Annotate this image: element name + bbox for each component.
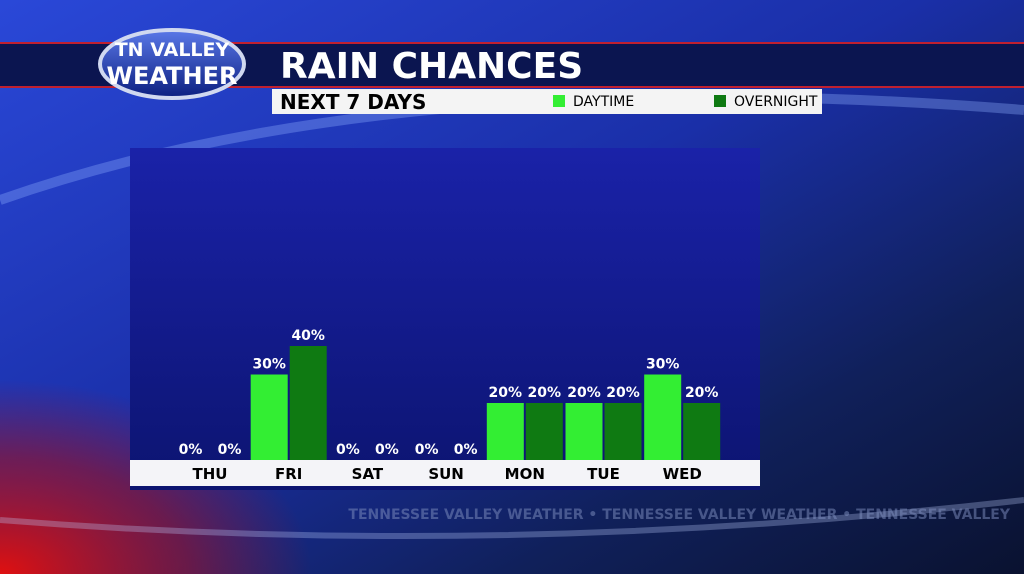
value-label: 40% <box>291 328 325 344</box>
legend-swatch <box>714 95 726 107</box>
value-label: 20% <box>606 385 640 401</box>
watermark: TENNESSEE VALLEY WEATHER • TENNESSEE VAL… <box>348 507 1010 523</box>
x-tick-label: TUE <box>587 465 620 483</box>
x-tick-label: FRI <box>275 465 302 483</box>
value-label: 0% <box>218 442 242 458</box>
x-tick-label: THU <box>193 465 228 483</box>
legend-label: DAYTIME <box>573 94 634 110</box>
value-label: 0% <box>454 442 478 458</box>
legend-swatch <box>553 95 565 107</box>
value-label: 20% <box>489 385 523 401</box>
value-label: 0% <box>179 442 203 458</box>
swoosh <box>0 497 1024 539</box>
value-label: 0% <box>415 442 439 458</box>
bar <box>289 346 327 460</box>
value-label: 30% <box>252 357 286 373</box>
chart-subtitle: NEXT 7 DAYS <box>280 90 426 114</box>
x-tick-label: WED <box>663 465 702 483</box>
value-label: 20% <box>567 385 601 401</box>
value-label: 30% <box>646 357 680 373</box>
chart-title: RAIN CHANCES <box>280 46 583 87</box>
bar <box>604 403 642 460</box>
value-label: 0% <box>375 442 399 458</box>
bar <box>525 403 563 460</box>
bar <box>250 374 288 460</box>
chart: DAYTIME OVERNIGHT THU 0% 0% FRI 30% 40% SAT 0% 0% S… <box>179 94 818 483</box>
x-tick-label: SAT <box>352 465 384 483</box>
value-label: 20% <box>685 385 719 401</box>
legend-label: OVERNIGHT <box>734 94 818 110</box>
bar <box>486 403 524 460</box>
subtitle-bar <box>272 89 822 114</box>
logo-badge <box>98 28 246 100</box>
bar <box>565 403 603 460</box>
axis-strip <box>130 460 760 486</box>
bar <box>683 403 721 460</box>
value-label: 0% <box>336 442 360 458</box>
x-tick-label: MON <box>505 465 545 483</box>
logo-text: TN VALLEY <box>115 39 230 61</box>
value-label: 20% <box>528 385 562 401</box>
x-tick-label: SUN <box>428 465 464 483</box>
logo-text: WEATHER <box>107 62 238 90</box>
bar <box>644 374 682 460</box>
